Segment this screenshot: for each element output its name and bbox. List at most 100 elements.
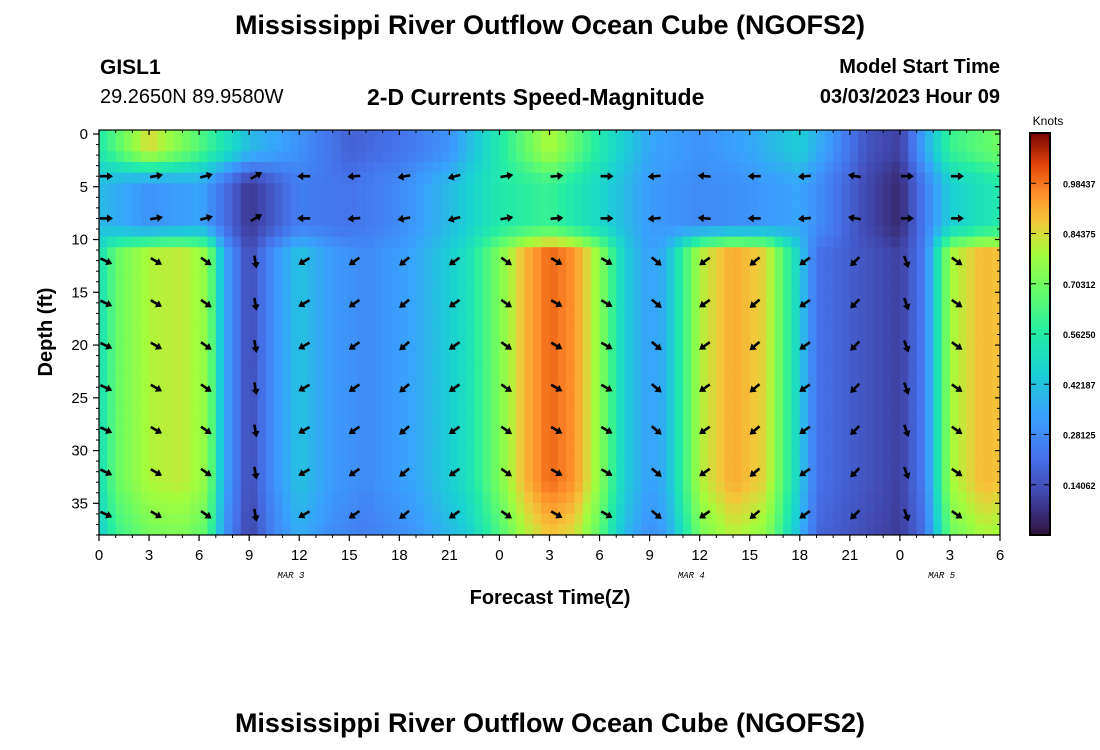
heatmap-cell <box>424 524 434 535</box>
heatmap-cell <box>466 353 476 366</box>
arrow-head <box>298 511 306 519</box>
heatmap-cell <box>99 204 108 216</box>
arrow-head <box>448 469 457 477</box>
heatmap-cell <box>149 481 158 493</box>
heatmap-cell <box>833 311 843 323</box>
model-start-label: Model Start Time <box>839 56 1000 78</box>
heatmap-cell <box>966 332 976 344</box>
heatmap-cell <box>307 396 317 408</box>
station-coordinates: 29.2650N 89.9580W <box>100 86 284 108</box>
heatmap-cell <box>232 481 242 493</box>
heatmap-cell <box>866 204 876 216</box>
heatmap-cell <box>115 130 125 142</box>
heatmap-cell <box>207 300 217 312</box>
heatmap-cell <box>866 225 876 238</box>
heatmap-cell <box>532 225 542 238</box>
heatmap-cell <box>682 268 692 280</box>
heatmap-cell <box>240 385 250 398</box>
heatmap-cell <box>107 225 117 238</box>
heatmap-cell <box>407 428 417 440</box>
heatmap-cell <box>240 268 250 280</box>
current-arrow <box>298 341 311 350</box>
heatmap-cell <box>124 417 133 430</box>
heatmap-cell <box>182 492 192 504</box>
heatmap-cell <box>741 204 751 216</box>
heatmap-cell <box>365 375 375 387</box>
heatmap-cell <box>641 524 651 535</box>
arrow-head <box>448 300 457 308</box>
heatmap-cell <box>507 247 517 259</box>
current-arrow <box>951 256 963 266</box>
heatmap-cell <box>357 193 367 206</box>
heatmap-cell <box>324 321 334 334</box>
heatmap-cell <box>349 225 359 238</box>
heatmap-cell <box>708 396 717 408</box>
heatmap-cell <box>324 257 334 270</box>
heatmap-cell <box>249 321 259 334</box>
heatmap-cell <box>766 524 776 535</box>
heatmap-cell <box>282 257 292 270</box>
heatmap-cell <box>791 130 801 142</box>
heatmap-cell <box>524 364 534 376</box>
heatmap-cell <box>399 524 409 535</box>
heatmap-cell <box>766 481 776 493</box>
heatmap-cell <box>708 300 717 312</box>
heatmap-cell <box>624 225 634 238</box>
heatmap-cell <box>307 151 317 163</box>
heatmap-cell <box>891 471 901 483</box>
heatmap-cell <box>774 321 784 334</box>
heatmap-cell <box>841 321 851 334</box>
heatmap-cell <box>516 407 526 419</box>
heatmap-cell <box>182 183 192 195</box>
current-arrow <box>850 298 861 309</box>
heatmap-cell <box>799 524 809 535</box>
heatmap-cell <box>424 471 434 483</box>
current-arrow <box>749 425 761 435</box>
heatmap-cell <box>215 513 225 525</box>
heatmap-cell <box>774 449 784 461</box>
heatmap-cell <box>457 524 467 535</box>
heatmap-cell <box>924 172 934 184</box>
heatmap-cell <box>357 279 367 291</box>
heatmap-cell <box>758 151 767 163</box>
heatmap-cell <box>449 364 459 376</box>
heatmap-cell <box>607 503 617 515</box>
current-arrow <box>397 172 411 181</box>
heatmap-cell <box>532 161 542 174</box>
heatmap-cell <box>299 289 309 302</box>
heatmap-cell <box>933 375 943 387</box>
heatmap-cell <box>249 481 259 493</box>
heatmap-cell <box>557 268 567 280</box>
heatmap-cell <box>582 471 592 483</box>
heatmap-cell <box>582 236 592 248</box>
heatmap-cell <box>107 183 117 195</box>
heatmap-cell <box>265 449 275 461</box>
heatmap-cell <box>441 449 450 461</box>
heatmap-cell <box>207 140 217 152</box>
heatmap-cell <box>557 396 567 408</box>
current-arrow <box>347 172 361 181</box>
heatmap-cell <box>165 428 175 440</box>
heatmap-cell <box>199 481 209 493</box>
heatmap-cell <box>949 130 959 142</box>
heatmap-cell <box>716 247 726 259</box>
heatmap-cell <box>958 407 968 419</box>
heatmap-cell <box>274 428 284 440</box>
heatmap-cell <box>816 172 826 184</box>
heatmap-cell <box>457 460 467 472</box>
heatmap-cell <box>441 151 450 163</box>
heatmap-cell <box>908 503 918 515</box>
heatmap-cell <box>332 492 342 504</box>
heatmap-cell <box>924 289 934 302</box>
heatmap-cell <box>866 439 876 451</box>
heatmap-cell <box>457 375 467 387</box>
heatmap-cell <box>182 449 192 461</box>
heatmap-cell <box>883 460 893 472</box>
heatmap-cell <box>666 385 676 398</box>
heatmap-cell <box>516 449 526 461</box>
heatmap-cell <box>582 385 592 398</box>
heatmap-cell <box>149 439 158 451</box>
heatmap-cell <box>941 130 951 142</box>
heatmap-cell <box>207 247 217 259</box>
heatmap-cell <box>541 247 551 259</box>
